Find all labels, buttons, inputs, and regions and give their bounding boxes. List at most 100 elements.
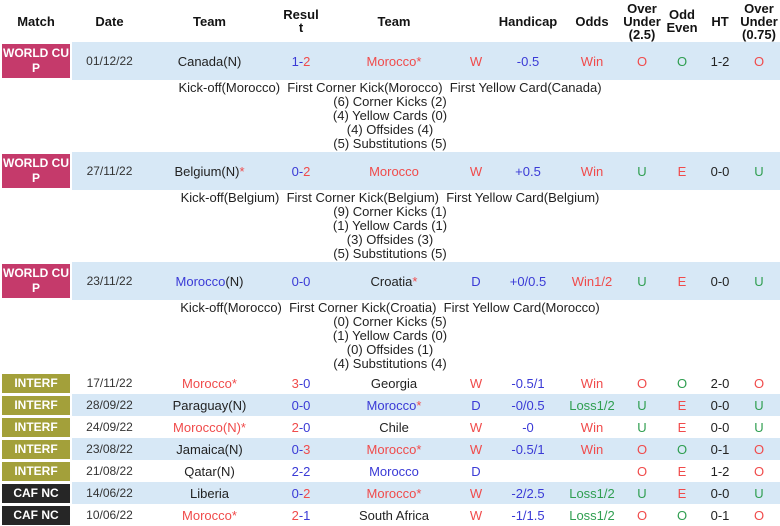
- home-team-cell[interactable]: Jamaica(N): [147, 438, 272, 460]
- handicap-cell: -0.5/1: [494, 372, 562, 394]
- ht-cell: 1-2: [702, 460, 738, 482]
- text-segment: 2: [303, 485, 311, 501]
- text-segment: 0-0: [291, 397, 311, 413]
- competition-badge: CAF NC: [2, 505, 70, 525]
- indicator-letter: O: [753, 53, 765, 69]
- outcome-cell: W: [458, 152, 494, 190]
- away-team-cell[interactable]: Chile: [330, 416, 458, 438]
- away-team-cell[interactable]: Morocco*: [330, 482, 458, 504]
- handicap-cell: -2/2.5: [494, 482, 562, 504]
- odds-cell: Win: [562, 372, 622, 394]
- match-row: CAF NC 10/06/22 Morocco* 2-1 South Africa W -1…: [0, 504, 780, 526]
- column-header-wd: [458, 0, 494, 42]
- column-header-ht: HT: [702, 0, 738, 42]
- text-segment: 3: [291, 375, 299, 391]
- match-row: WORLD CUP 23/11/22 Morocco(N) 0-0 Croatia* D +…: [0, 262, 780, 300]
- match-row: INTERF 21/08/22 Qatar(N) 2-2 Morocco D O E 1-2 O: [0, 460, 780, 482]
- text-segment: *: [416, 441, 422, 457]
- over-under-0_75-cell: O: [738, 372, 780, 394]
- text-segment: 0-0: [291, 273, 311, 289]
- text-segment: *: [239, 163, 245, 179]
- home-team-cell[interactable]: Qatar(N): [147, 460, 272, 482]
- competition-cell: INTERF: [0, 394, 72, 416]
- competition-badge: INTERF: [2, 417, 70, 437]
- odds-result: Win1/2: [571, 273, 613, 289]
- away-team-cell[interactable]: Morocco: [330, 460, 458, 482]
- competition-cell: WORLD CUP: [0, 152, 72, 190]
- handicap-cell: -0: [494, 416, 562, 438]
- column-header-result: Result: [272, 0, 330, 42]
- odds-result: Loss1/2: [569, 397, 615, 413]
- indicator-letter: U: [637, 485, 647, 501]
- date-cell: 01/12/22: [72, 42, 147, 80]
- home-team-cell[interactable]: Morocco*: [147, 504, 272, 526]
- result-cell: 3-0: [272, 372, 330, 394]
- over-under-2_5-cell: U: [622, 262, 662, 300]
- odds-result: Win: [580, 163, 604, 179]
- detail-kickoff-line: Kick-off(Morocco) First Corner Kick(Moro…: [178, 80, 602, 95]
- home-team-cell[interactable]: Canada(N): [147, 42, 272, 80]
- away-team-cell[interactable]: Morocco*: [330, 394, 458, 416]
- away-team-cell[interactable]: South Africa: [330, 504, 458, 526]
- outcome-letter: W: [469, 507, 483, 523]
- indicator-letter: O: [676, 441, 688, 457]
- away-team-cell[interactable]: Morocco: [330, 152, 458, 190]
- text-segment: (N): [225, 273, 244, 289]
- date-cell: 17/11/22: [72, 372, 147, 394]
- column-header-label: Handicap: [498, 13, 558, 29]
- home-team-cell[interactable]: Belgium(N)*: [147, 152, 272, 190]
- odds-cell: Loss1/2: [562, 482, 622, 504]
- detail-stat-line: (4) Offsides (4): [346, 122, 434, 137]
- competition-badge: INTERF: [2, 373, 70, 393]
- text-segment: South Africa: [358, 507, 430, 523]
- indicator-letter: O: [636, 507, 648, 523]
- column-header-handicap: Handicap: [494, 0, 562, 42]
- home-team-cell[interactable]: Morocco(N)*: [147, 416, 272, 438]
- ht-cell: 0-0: [702, 152, 738, 190]
- away-team-cell[interactable]: Morocco*: [330, 42, 458, 80]
- detail-kickoff-line: Kick-off(Belgium) First Corner Kick(Belg…: [180, 190, 600, 205]
- indicator-letter: O: [676, 53, 688, 69]
- outcome-letter: W: [469, 375, 483, 391]
- indicator-letter: O: [636, 463, 648, 479]
- away-team-cell[interactable]: Morocco*: [330, 438, 458, 460]
- result-cell: 0-2: [272, 152, 330, 190]
- home-team-cell[interactable]: Morocco(N): [147, 262, 272, 300]
- match-row: INTERF 28/09/22 Paraguay(N) 0-0 Morocco* D -0/…: [0, 394, 780, 416]
- column-header-label: Over Under (0.75): [740, 0, 778, 42]
- away-team-cell[interactable]: Georgia: [330, 372, 458, 394]
- match-details-cell: Kick-off(Belgium) First Corner Kick(Belg…: [0, 190, 780, 262]
- odds-result: Loss1/2: [569, 507, 615, 523]
- ht-cell: 0-0: [702, 416, 738, 438]
- home-team-cell[interactable]: Morocco*: [147, 372, 272, 394]
- detail-stat-line: (1) Yellow Cards (0): [332, 328, 448, 343]
- text-segment: Qatar(N): [184, 463, 235, 479]
- date-cell: 28/09/22: [72, 394, 147, 416]
- odd-even-cell: O: [662, 504, 702, 526]
- column-header-date: Date: [72, 0, 147, 42]
- column-header-odds: Odds: [562, 0, 622, 42]
- competition-badge: WORLD CUP: [2, 264, 70, 298]
- odds-result: Loss1/2: [569, 485, 615, 501]
- date-cell: 23/08/22: [72, 438, 147, 460]
- odds-cell: Win: [562, 438, 622, 460]
- home-team-cell[interactable]: Paraguay(N): [147, 394, 272, 416]
- indicator-letter: O: [753, 441, 765, 457]
- indicator-letter: E: [677, 163, 687, 179]
- home-team-cell[interactable]: Liberia: [147, 482, 272, 504]
- indicator-letter: O: [753, 375, 765, 391]
- odds-cell: Win1/2: [562, 262, 622, 300]
- match-row: CAF NC 14/06/22 Liberia 0-2 Morocco* W -2/2.5 L…: [0, 482, 780, 504]
- outcome-cell: W: [458, 416, 494, 438]
- text-segment: Jamaica(N): [176, 441, 243, 457]
- column-header-team1: Team: [147, 0, 272, 42]
- result-cell: 2-1: [272, 504, 330, 526]
- competition-cell: WORLD CUP: [0, 262, 72, 300]
- away-team-cell[interactable]: Croatia*: [330, 262, 458, 300]
- detail-stat-line: (4) Substitutions (4): [333, 356, 447, 371]
- column-header-team2: Team: [330, 0, 458, 42]
- date-cell: 21/08/22: [72, 460, 147, 482]
- detail-stat-line: (5) Substitutions (5): [333, 136, 447, 151]
- outcome-letter: D: [471, 397, 481, 413]
